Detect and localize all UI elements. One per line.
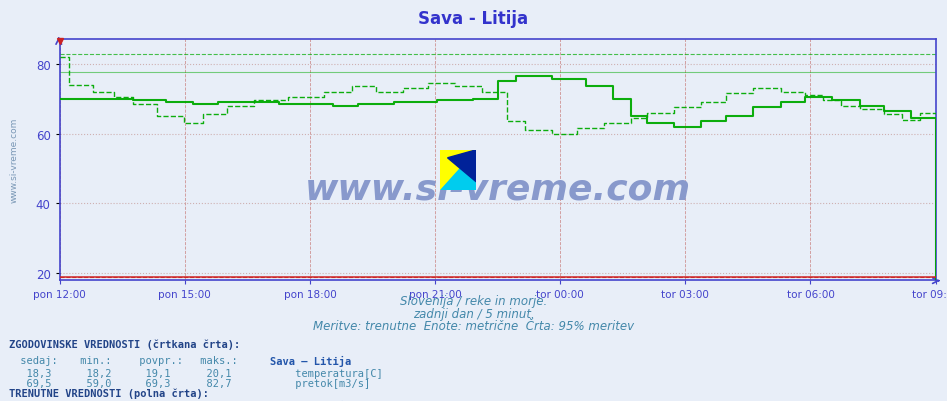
- Text: 18,2: 18,2: [74, 368, 112, 378]
- Text: 20,1: 20,1: [194, 368, 232, 378]
- Text: povpr.:: povpr.:: [133, 355, 183, 365]
- Text: temperatura[C]: temperatura[C]: [289, 368, 383, 378]
- Text: 69,5: 69,5: [14, 378, 52, 388]
- Text: Sava – Litija: Sava – Litija: [270, 355, 351, 366]
- Polygon shape: [440, 150, 476, 190]
- Text: zadnji dan / 5 minut.: zadnji dan / 5 minut.: [413, 307, 534, 320]
- Text: maks.:: maks.:: [194, 400, 238, 401]
- Text: 18,3: 18,3: [14, 368, 52, 378]
- Text: 82,7: 82,7: [194, 378, 232, 388]
- Text: Meritve: trenutne  Enote: metrične  Črta: 95% meritev: Meritve: trenutne Enote: metrične Črta: …: [313, 319, 634, 332]
- Text: min.:: min.:: [74, 355, 112, 365]
- Text: Slovenija / reke in morje.: Slovenija / reke in morje.: [400, 295, 547, 308]
- Polygon shape: [448, 150, 476, 182]
- Text: povpr.:: povpr.:: [133, 400, 183, 401]
- Text: Sava - Litija: Sava - Litija: [419, 10, 528, 28]
- Text: sedaj:: sedaj:: [14, 400, 58, 401]
- Text: 59,0: 59,0: [74, 378, 112, 388]
- Text: min.:: min.:: [74, 400, 112, 401]
- Text: Sava – Litija: Sava – Litija: [270, 400, 351, 401]
- Text: ZGODOVINSKE VREDNOSTI (črtkana črta):: ZGODOVINSKE VREDNOSTI (črtkana črta):: [9, 339, 241, 349]
- Text: pretok[m3/s]: pretok[m3/s]: [289, 378, 370, 388]
- Text: www.si-vreme.com: www.si-vreme.com: [305, 172, 690, 206]
- Text: www.si-vreme.com: www.si-vreme.com: [9, 118, 19, 203]
- Text: sedaj:: sedaj:: [14, 355, 58, 365]
- Text: 19,1: 19,1: [133, 368, 170, 378]
- Text: maks.:: maks.:: [194, 355, 238, 365]
- Text: 69,3: 69,3: [133, 378, 170, 388]
- Text: TRENUTNE VREDNOSTI (polna črta):: TRENUTNE VREDNOSTI (polna črta):: [9, 388, 209, 398]
- Polygon shape: [440, 150, 476, 190]
